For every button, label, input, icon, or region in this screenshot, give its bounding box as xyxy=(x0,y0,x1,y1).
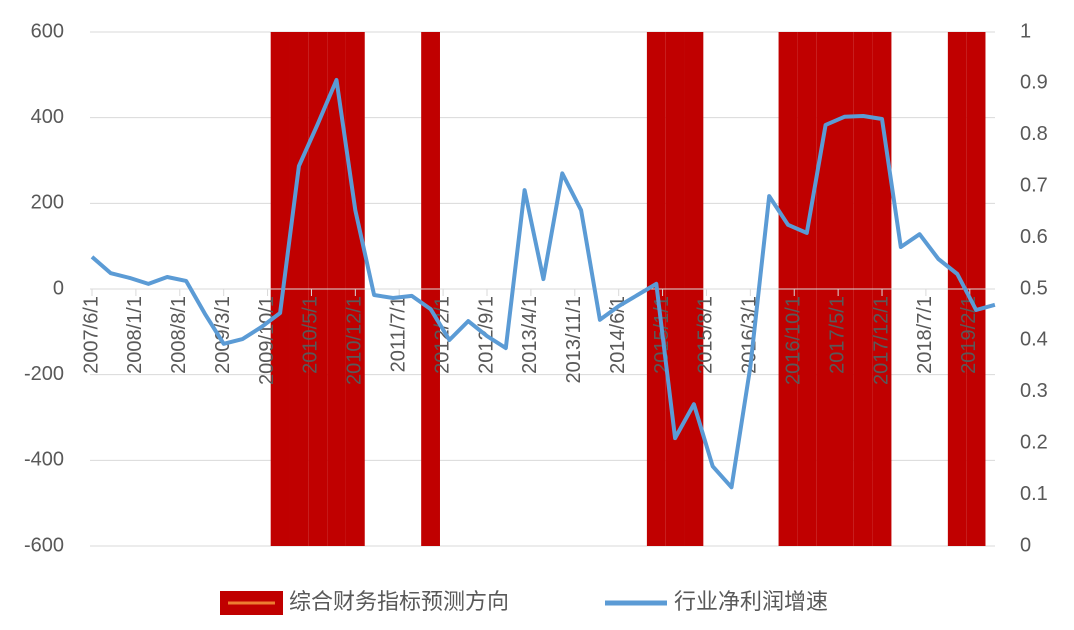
x-tick-label: 2007/6/1 xyxy=(80,296,102,374)
y2-tick-label: 0.7 xyxy=(1020,174,1048,196)
y2-tick-label: 0.5 xyxy=(1020,277,1048,299)
x-tick-label: 2012/2/1 xyxy=(431,296,453,374)
x-tick-label: 2019/2/1 xyxy=(958,296,980,374)
x-tick-label: 2009/3/1 xyxy=(212,296,234,374)
x-tick-label: 2013/4/1 xyxy=(519,296,541,374)
x-tick-label: 2015/8/1 xyxy=(695,296,717,374)
x-tick-label: 2016/10/1 xyxy=(783,296,805,385)
x-tick-label: 2011/7/1 xyxy=(388,296,410,372)
x-tick-label: 2008/1/1 xyxy=(124,296,146,374)
legend-label: 综合财务指标预测方向 xyxy=(289,589,509,614)
x-tick-label: 2010/5/1 xyxy=(300,296,322,374)
x-tick-label: 2017/5/1 xyxy=(826,296,848,374)
y-tick-label: -600 xyxy=(24,534,64,556)
x-tick-label: 2018/7/1 xyxy=(914,296,936,374)
line xyxy=(90,78,996,490)
y2-tick-label: 0.3 xyxy=(1020,380,1048,402)
y2-tick-label: 0.2 xyxy=(1020,431,1048,453)
y2-tick-label: 0.6 xyxy=(1020,226,1048,248)
x-tick-label: 2009/10/1 xyxy=(256,296,278,385)
y2-tick-label: 0.9 xyxy=(1020,72,1048,94)
x-tick-label: 2008/8/1 xyxy=(168,296,190,374)
legend-label: 行业净利润增速 xyxy=(674,589,828,614)
x-tick-label: 2017/12/1 xyxy=(870,296,892,385)
y2-tick-label: 0.8 xyxy=(1020,123,1048,145)
x-tick-label: 2010/12/1 xyxy=(344,296,366,385)
y-tick-label: 200 xyxy=(31,192,64,214)
y2-tick-label: 1 xyxy=(1020,20,1031,42)
y-tick-label: 400 xyxy=(31,106,64,128)
y-tick-label: -400 xyxy=(24,449,64,471)
x-tick-label: 2014/6/1 xyxy=(607,296,629,374)
y-tick-label: 0 xyxy=(53,277,64,299)
y2-tick-label: 0.4 xyxy=(1020,329,1048,351)
y-tick-label: 600 xyxy=(31,20,64,42)
y-tick-label: -200 xyxy=(24,363,64,385)
y2-tick-label: 0.1 xyxy=(1020,483,1048,505)
x-tick-label: 2013/11/1 xyxy=(563,296,585,384)
y2-tick-label: 0 xyxy=(1020,534,1031,556)
